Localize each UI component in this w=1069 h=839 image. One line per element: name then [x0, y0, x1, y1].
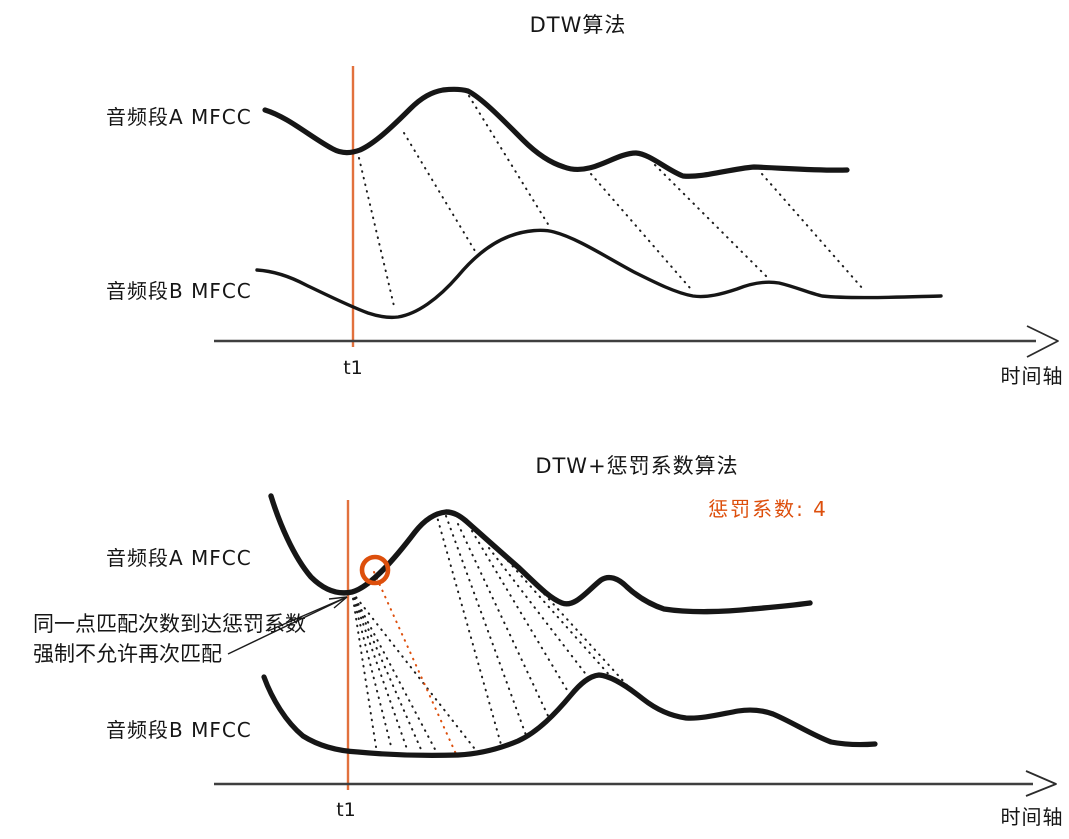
match-line: [358, 157, 395, 307]
match-line: [488, 547, 589, 678]
match-lines-fan: [351, 591, 479, 756]
annotation-arrow-shaft: [227, 596, 348, 655]
bottom-panel-dtw-penalty: DTW+惩罚系数算法 惩罚系数: 4: [33, 454, 1064, 829]
time-axis-label: 时间轴: [1001, 805, 1064, 829]
curve-b-waveform: [255, 228, 943, 320]
match-line: [654, 164, 768, 278]
forbidden-match-line: [373, 571, 457, 755]
match-line: [351, 591, 479, 754]
match-line: [351, 591, 409, 753]
match-lines: [435, 512, 637, 749]
match-line: [435, 512, 503, 749]
axis-arrowhead-icon: [1025, 770, 1057, 797]
annotation-text-line2: 强制不允许再次匹配: [33, 642, 222, 666]
curve-a-label: 音频段A MFCC: [106, 546, 252, 570]
annotation-arrow: [227, 596, 348, 655]
match-line: [445, 515, 528, 739]
curve-a-waveform: [268, 493, 813, 615]
curve-b-label: 音频段B MFCC: [106, 718, 252, 742]
match-line: [507, 560, 613, 679]
axis-arrowhead-icon: [1026, 325, 1059, 358]
match-line: [351, 591, 393, 751]
match-line: [471, 530, 571, 696]
penalty-coefficient-label: 惩罚系数: 4: [708, 497, 828, 521]
match-line: [351, 591, 377, 748]
annotation-arrowhead-icon: [328, 596, 348, 609]
t1-label: t1: [336, 799, 356, 821]
annotation-arrow-shaft: [267, 596, 348, 632]
match-line: [351, 591, 424, 755]
bottom-panel-title: DTW+惩罚系数算法: [535, 454, 738, 478]
top-panel-title: DTW算法: [530, 13, 627, 37]
match-line: [590, 173, 691, 289]
curve-a-label: 音频段A MFCC: [106, 105, 252, 129]
match-line: [468, 95, 552, 230]
curve-b-waveform: [261, 672, 878, 758]
penalty-limit-circle: [359, 554, 391, 586]
match-line: [403, 132, 476, 252]
match-line: [761, 173, 864, 290]
match-lines: [358, 95, 864, 307]
t1-label: t1: [343, 357, 363, 379]
curve-b-label: 音频段B MFCC: [106, 279, 252, 303]
annotation-text-line1: 同一点匹配次数到达惩罚系数: [33, 612, 306, 636]
top-panel-dtw: DTW算法 音频段A MFCC 音频段B MFCC t1 时间轴: [106, 13, 1064, 388]
curve-a-waveform: [262, 86, 850, 179]
time-axis-label: 时间轴: [1001, 364, 1064, 388]
